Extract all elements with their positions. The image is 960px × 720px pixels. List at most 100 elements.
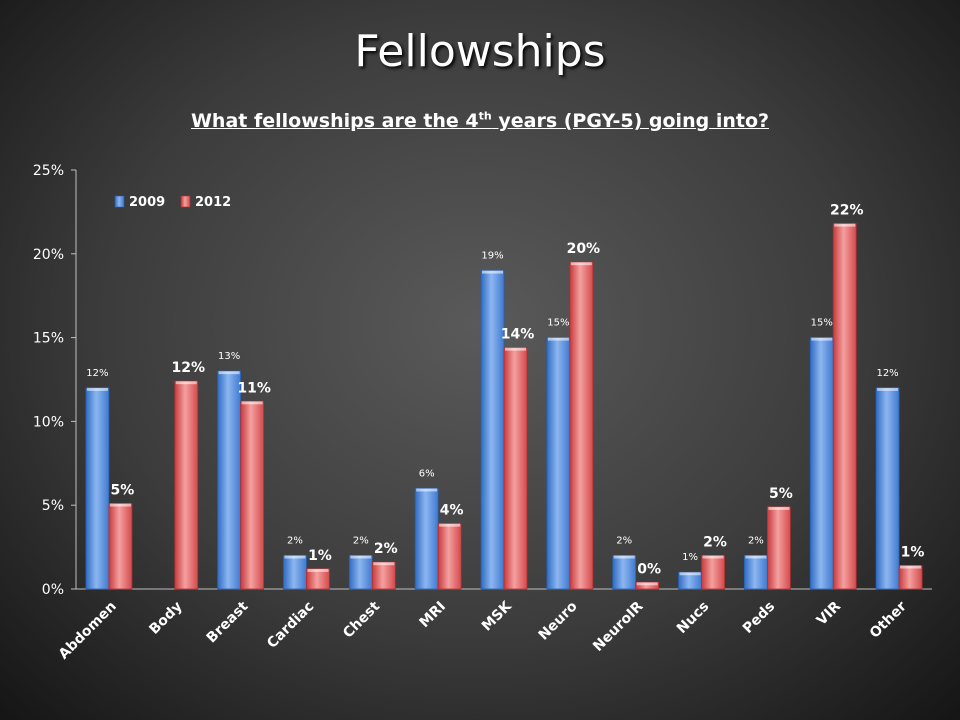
data-label-2009: 12%: [876, 368, 898, 379]
x-tick-label: Other: [867, 598, 910, 641]
bar-2012-mri: [437, 523, 462, 590]
bar-2012-cardiac: [306, 568, 330, 590]
data-label-2012: 0%: [637, 561, 661, 577]
chart-title-suffix: years (PGY-5) going into?: [491, 110, 770, 133]
bar-2009-neuroir: [612, 555, 637, 590]
bar-highlight: [284, 555, 306, 559]
data-label-2012: 22%: [830, 203, 864, 219]
bar-highlight: [439, 523, 461, 527]
legend-label-2012: 2012: [195, 195, 231, 210]
chart-title-superscript: th: [478, 110, 492, 123]
x-tick-label: MSK: [479, 598, 516, 635]
bar-highlight: [86, 387, 108, 391]
x-tick-label: VIR: [814, 598, 844, 628]
bar-highlight: [307, 568, 329, 572]
y-tick-label: 0%: [42, 582, 64, 598]
x-tick-label: Peds: [740, 599, 778, 637]
data-label-2012: 2%: [703, 534, 727, 550]
data-label-2009: 12%: [86, 368, 108, 379]
legend: 2009 2012: [114, 195, 231, 210]
bar-highlight: [416, 488, 438, 492]
bar-2009-vir: [809, 337, 834, 590]
bar-highlight: [613, 555, 635, 559]
y-tick-label: 25%: [33, 163, 64, 179]
data-label-2009: 1%: [682, 552, 698, 563]
bar-highlight: [900, 565, 922, 569]
bar-highlight: [679, 572, 701, 576]
bar-2009-breast: [217, 370, 242, 590]
bar-highlight: [745, 555, 767, 559]
bar-highlight: [811, 337, 833, 341]
data-label-2012: 5%: [111, 483, 135, 499]
chart-title-text: What fellowships are the 4th years (PGY-…: [191, 110, 769, 132]
x-tick-label: MRI: [417, 599, 449, 631]
bar-2012-abdomen: [108, 503, 133, 590]
bar-highlight: [547, 337, 569, 341]
bar-2012-breast: [240, 400, 265, 590]
bar-highlight: [877, 387, 899, 391]
chart-title-prefix: What fellowships are the 4: [190, 110, 479, 133]
x-tick-label: Cardiac: [264, 599, 317, 652]
x-tick-label: Breast: [204, 598, 252, 646]
x-tick-label: Neuro: [536, 598, 581, 643]
bar-highlight: [768, 506, 790, 510]
data-label-2009: 19%: [481, 251, 503, 262]
bar-highlight: [482, 270, 503, 274]
y-tick-label: 15%: [33, 331, 64, 347]
data-label-2012: 12%: [172, 360, 206, 376]
bar-2009-neuro: [546, 337, 571, 590]
data-label-2009: 15%: [811, 318, 833, 329]
bar-highlight: [702, 555, 724, 559]
bar-2012-chest: [371, 561, 396, 590]
bar-highlight: [350, 555, 372, 559]
x-tick-label: Chest: [340, 598, 383, 641]
data-label-2009: 13%: [218, 351, 240, 362]
x-tick-label: Body: [146, 599, 185, 638]
bar-highlight: [834, 223, 856, 227]
bar-highlight: [373, 562, 395, 566]
bar-highlight: [241, 401, 263, 405]
legend-swatch-2009: [114, 195, 125, 208]
data-label-2012: 20%: [567, 241, 601, 257]
bar-2009-other: [875, 387, 900, 590]
bar-2009-peds: [743, 555, 768, 590]
y-tick-label: 10%: [33, 414, 64, 430]
data-label-2009: 6%: [419, 468, 435, 479]
bar-2012-msk: [503, 347, 528, 590]
data-label-2012: 11%: [237, 380, 271, 396]
bar-2009-mri: [414, 488, 439, 590]
data-label-2012: 1%: [901, 545, 925, 561]
legend-label-2009: 2009: [129, 195, 165, 210]
data-label-2012: 4%: [440, 503, 464, 519]
bar-highlight: [175, 381, 197, 385]
data-label-2012: 14%: [501, 327, 535, 343]
bar-2009-chest: [348, 555, 373, 590]
bar-highlight: [570, 262, 592, 266]
x-tick-label: Nucs: [674, 599, 712, 637]
bar-2012-body: [174, 380, 199, 590]
y-tick-label: 20%: [33, 247, 64, 263]
bar-2012-neuro: [569, 261, 594, 590]
bar-2009-msk: [480, 270, 505, 590]
y-tick-label: 5%: [42, 498, 64, 514]
data-label-2012: 2%: [374, 541, 398, 557]
x-tick-label: NeuroIR: [590, 598, 647, 655]
data-label-2009: 2%: [353, 535, 369, 546]
x-tick-label: Abdomen: [56, 599, 120, 663]
legend-swatch-2012: [180, 195, 191, 208]
data-label-2009: 2%: [287, 535, 303, 546]
bar-highlight: [218, 371, 240, 375]
bar-2012-vir: [832, 223, 857, 590]
data-label-2012: 5%: [769, 486, 793, 502]
bar-highlight: [109, 503, 131, 507]
bar-2012-other: [898, 565, 923, 590]
data-label-2009: 2%: [748, 535, 764, 546]
bar-2012-nucs: [701, 555, 725, 590]
bar-highlight: [505, 347, 526, 351]
bar-2009-cardiac: [283, 555, 307, 590]
chart-title: What fellowships are the 4th years (PGY-…: [0, 110, 960, 132]
bar-highlight: [636, 582, 658, 586]
data-label-2009: 15%: [547, 318, 569, 329]
data-label-2012: 1%: [308, 548, 332, 564]
